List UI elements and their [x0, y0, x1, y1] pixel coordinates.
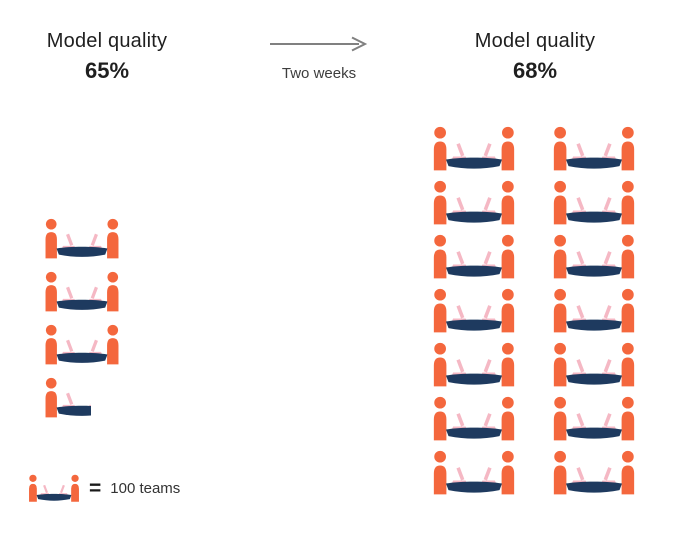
team-icon	[432, 288, 516, 334]
team-icon	[552, 396, 636, 442]
team-icon	[432, 234, 516, 280]
team-icon-partial	[44, 377, 91, 419]
team-icon	[552, 288, 636, 334]
team-icon	[552, 450, 636, 496]
transition-label: Two weeks	[281, 65, 357, 82]
right-panel-header: Model quality 68%	[450, 30, 620, 84]
transition: Two weeks	[266, 36, 372, 82]
team-icon	[432, 126, 516, 172]
right-arrow-icon	[270, 36, 368, 52]
left-icon-grid	[44, 218, 120, 419]
team-icon	[552, 234, 636, 280]
team-icon	[44, 271, 120, 313]
legend: = 100 teams	[28, 474, 180, 503]
team-icon	[44, 218, 120, 260]
equals-sign: =	[89, 477, 102, 500]
team-icon	[432, 180, 516, 226]
team-icon	[44, 324, 120, 366]
right-icon-grid	[432, 126, 636, 496]
left-panel-title: Model quality	[46, 30, 168, 52]
left-panel-value: 65%	[84, 58, 130, 83]
team-icon	[432, 450, 516, 496]
team-icon	[552, 342, 636, 388]
team-icon	[552, 126, 636, 172]
legend-label: 100 teams	[110, 480, 181, 497]
left-panel-header: Model quality 65%	[22, 30, 192, 84]
right-panel-value: 68%	[512, 58, 558, 83]
team-icon	[432, 396, 516, 442]
right-panel-title: Model quality	[474, 30, 596, 52]
team-icon	[432, 342, 516, 388]
team-icon	[552, 180, 636, 226]
team-icon	[28, 474, 80, 503]
